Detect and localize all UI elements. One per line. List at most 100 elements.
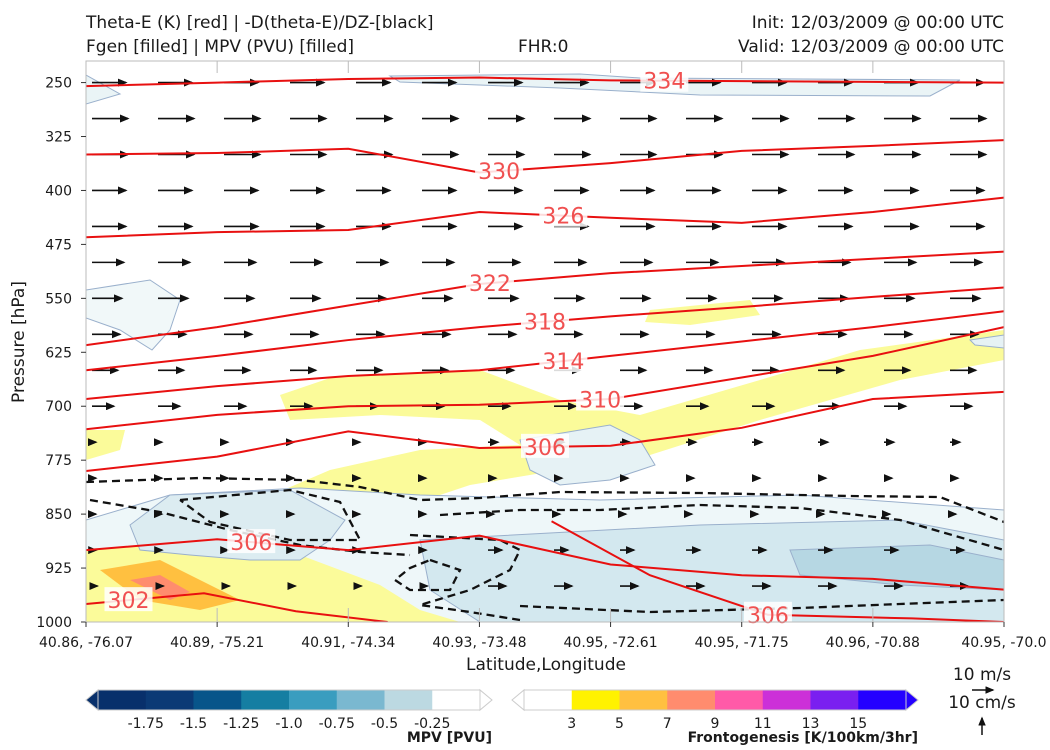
stability-contours bbox=[86, 476, 1004, 622]
y-tick-label: 475 bbox=[45, 237, 72, 253]
wind-key-horizontal: 10 m/s bbox=[953, 665, 1011, 685]
y-tick-label: 925 bbox=[45, 561, 72, 577]
theta-e-line bbox=[86, 250, 1004, 347]
theta-e-label-bg bbox=[227, 529, 276, 554]
y-tick-label: 250 bbox=[45, 76, 72, 92]
y-tick-label: 325 bbox=[45, 130, 72, 146]
y-tick-label: 625 bbox=[45, 345, 72, 361]
colorbar-swatch bbox=[667, 690, 716, 710]
colorbar-swatch bbox=[858, 690, 907, 710]
theta-e-label: 334 bbox=[643, 70, 685, 95]
fgen-colorbar: 3 5 7 9 11 13 15 bbox=[511, 688, 919, 732]
colorbar-swatch bbox=[193, 690, 242, 710]
theta-e-label: 306 bbox=[524, 436, 566, 461]
theta-e-line bbox=[86, 76, 1004, 88]
wind-key: 10 m/s 10 cm/s bbox=[948, 665, 1016, 735]
colorbar-swatch bbox=[619, 690, 668, 710]
colorbar-end-left bbox=[85, 688, 99, 712]
x-tick-label: 40.91, -74.34 bbox=[301, 635, 395, 651]
colorbar-tick-label: 5 bbox=[615, 716, 624, 732]
mpv-colorbar-label: MPV [PVU] bbox=[407, 730, 492, 746]
colorbar-tick-label: -0.5 bbox=[371, 716, 398, 732]
theta-e-line bbox=[86, 139, 1004, 174]
colorbar-outline bbox=[97, 689, 481, 711]
theta-e-label: 302 bbox=[107, 589, 149, 614]
y-tick-label: 400 bbox=[45, 183, 72, 199]
colorbar-tick-label: 13 bbox=[802, 716, 820, 732]
colorbar-swatch bbox=[241, 690, 290, 710]
x-tick-label: 40.86, -76.07 bbox=[39, 635, 133, 651]
mpv-fill-left-mid bbox=[86, 279, 181, 351]
colorbar-swatch bbox=[384, 690, 433, 710]
colorbar-tick-label: 9 bbox=[711, 716, 720, 732]
colorbar-swatch bbox=[715, 690, 764, 710]
theta-e-label-bg bbox=[640, 67, 689, 92]
colorbar-tick-label: 11 bbox=[754, 716, 772, 732]
theta-e-label-bg bbox=[465, 270, 514, 295]
stability-contour-2 bbox=[89, 498, 411, 557]
x-tick-label: 40.93, -73.48 bbox=[432, 635, 526, 651]
colorbar-end-left bbox=[511, 688, 525, 712]
colorbar-tick-label: -0.75 bbox=[319, 716, 355, 732]
colorbar-tick-label: -1.25 bbox=[223, 716, 259, 732]
colorbar-swatch bbox=[571, 690, 620, 710]
init-time: Init: 12/03/2009 @ 00:00 UTC bbox=[751, 13, 1004, 33]
theta-e-label-bg bbox=[475, 158, 524, 183]
colorbar-tick-label: 15 bbox=[849, 716, 867, 732]
colorbar-tick-label: -1.0 bbox=[275, 716, 302, 732]
x-tick-label: 40.95, -70.0 bbox=[961, 635, 1046, 651]
chart-title-line2: Fgen [filled] | MPV (PVU) [filled] bbox=[86, 37, 355, 57]
y-axis-label: Pressure [hPa] bbox=[9, 281, 29, 403]
stability-contour-1 bbox=[86, 476, 1004, 524]
theta-e-label: 306 bbox=[747, 604, 789, 629]
mpv-fill-lower-mid bbox=[419, 519, 1004, 622]
colorbar-swatch bbox=[98, 690, 147, 710]
colorbar-tick-label: 7 bbox=[663, 716, 672, 732]
fgen-fill-upper bbox=[645, 300, 760, 325]
theta-e-label: 310 bbox=[579, 388, 621, 413]
x-axis-label: Latitude,Longitude bbox=[466, 655, 626, 675]
stability-contour-6 bbox=[439, 503, 1004, 552]
x-axis: 40.86, -76.07 40.89, -75.21 40.91, -74.34 4… bbox=[39, 61, 1047, 651]
colorbar-tick-label: -0.25 bbox=[414, 716, 450, 732]
mpv-fill-left-top bbox=[86, 74, 122, 105]
valid-time: Valid: 12/03/2009 @ 00:00 UTC bbox=[738, 37, 1004, 57]
fgen-fill-left bbox=[86, 430, 125, 460]
y-tick-label: 700 bbox=[45, 399, 72, 415]
y-axis: 250 325 400 475 550 625 700 775 850 925 1000 bbox=[36, 76, 86, 631]
x-tick-label: 40.89, -75.21 bbox=[170, 635, 264, 651]
y-tick-label: 775 bbox=[45, 453, 72, 469]
theta-e-label-bg bbox=[539, 202, 588, 227]
colorbar-swatch bbox=[336, 690, 385, 710]
theta-e-label-bg bbox=[104, 587, 153, 612]
colorbar-tick-label: -1.5 bbox=[180, 716, 207, 732]
theta-e-label: 318 bbox=[524, 311, 566, 336]
stability-contour-5 bbox=[393, 558, 462, 592]
y-tick-label: 550 bbox=[45, 291, 72, 307]
colorbar-outline bbox=[523, 689, 907, 711]
chart-title-line1: Theta-E (K) [red] | -D(theta-E)/DZ-[blac… bbox=[86, 13, 434, 33]
colorbar-swatch bbox=[810, 690, 859, 710]
theta-e-line bbox=[86, 326, 1004, 431]
theta-e-label-bg bbox=[539, 348, 588, 373]
theta-e-label-bg bbox=[576, 386, 625, 411]
y-tick-label: 850 bbox=[45, 507, 72, 523]
theta-e-label: 314 bbox=[542, 350, 584, 375]
colorbar-end-right bbox=[905, 688, 919, 712]
colorbar-swatch bbox=[432, 690, 481, 710]
colorbar-tick-label: -1.75 bbox=[128, 716, 164, 732]
mpv-colorbar: -1.75 -1.5 -1.25 -1.0 -0.75 -0.5 -0.25 bbox=[85, 688, 493, 732]
x-tick-label: 40.95, -72.61 bbox=[564, 635, 658, 651]
x-tick-label: 40.96, -70.88 bbox=[826, 635, 920, 651]
wind-key-vertical: 10 cm/s bbox=[948, 693, 1016, 713]
theta-e-label: 330 bbox=[478, 160, 520, 185]
stability-contour-7 bbox=[519, 598, 1004, 614]
mpv-fill-right-edge bbox=[968, 334, 1004, 349]
stability-contour-3 bbox=[179, 488, 362, 542]
colorbar-swatch bbox=[145, 690, 194, 710]
colorbar-swatch bbox=[289, 690, 338, 710]
theta-e-label: 306 bbox=[230, 531, 272, 556]
theta-e-label: 326 bbox=[542, 205, 584, 230]
plot-frame bbox=[85, 60, 1005, 623]
